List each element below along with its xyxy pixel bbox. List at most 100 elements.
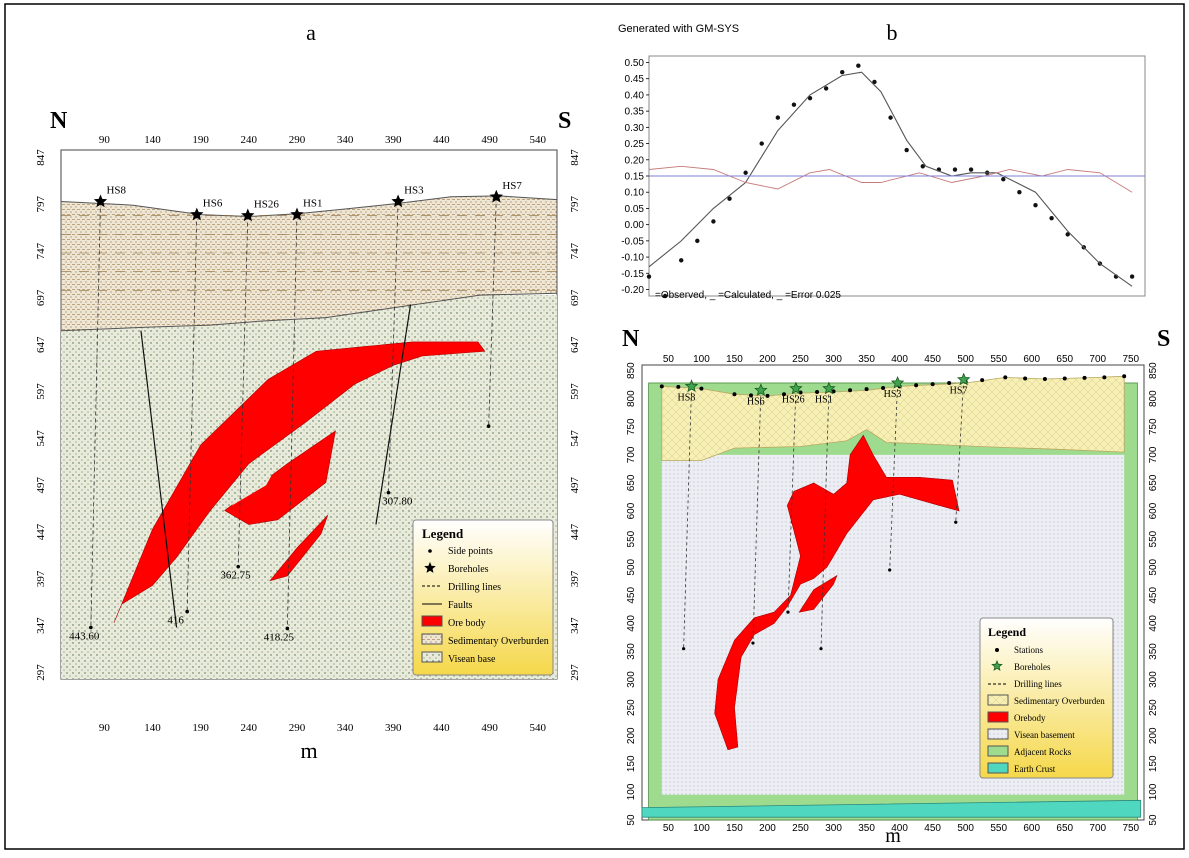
borehole-label-c: HS1 (815, 395, 833, 406)
observed-point (727, 196, 732, 201)
station-point (914, 383, 919, 388)
observed-point (1001, 177, 1006, 182)
y-tick-right-c: 450 (1148, 587, 1159, 604)
fault-line (375, 304, 412, 525)
legend-item-c: Drilling lines (988, 679, 1062, 689)
legend-title-c: Legend (988, 625, 1026, 639)
y-tick-right-c: 100 (1148, 783, 1159, 800)
borehole-star-c (684, 379, 699, 393)
svg-text:Drilling lines: Drilling lines (1014, 679, 1062, 689)
borehole-label-c: HS26 (782, 395, 805, 406)
orebody-c-small (798, 574, 838, 613)
side-point (285, 626, 290, 631)
sedimentary-overburden-c (661, 375, 1125, 461)
x-tick-top-c: 350 (858, 354, 875, 365)
y-tick-left-a: 697 (35, 289, 47, 306)
y-tick-right-c: 750 (1148, 418, 1159, 435)
y-tick-right-c: 400 (1148, 615, 1159, 632)
drilling-line-c (787, 388, 797, 613)
y-tick-left-a: 447 (35, 523, 47, 540)
observed-point (872, 79, 877, 85)
y-tick-right-c: 300 (1148, 671, 1159, 688)
drill-end-point (786, 610, 790, 614)
station-point (732, 392, 737, 397)
legend-a: Legend Side points Boreholes Drilling line… (412, 519, 554, 676)
y-tick-b: 0.30 (625, 123, 645, 134)
legend-item-c: Earth Crust (987, 762, 1056, 774)
x-axis-label-a: m (300, 738, 317, 763)
depth-label: 362.75 (220, 570, 251, 582)
x-tick-bottom-a: 140 (144, 722, 161, 734)
borehole-label: HS7 (502, 180, 522, 192)
x-tick-top-a: 340 (337, 134, 354, 146)
north-label-c: N (622, 326, 640, 352)
north-label-a: N (50, 108, 68, 134)
fault-line (140, 330, 178, 628)
y-tick-left-a: 847 (35, 149, 47, 166)
panel-label-b: b (887, 20, 898, 45)
observed-point (695, 238, 700, 244)
south-label-a: S (558, 108, 571, 134)
svg-text:Boreholes: Boreholes (448, 564, 489, 575)
station-point (848, 388, 853, 393)
legend-item-a: Faults (422, 600, 473, 611)
depth-label: 307.80 (382, 496, 413, 508)
legend-item-a: Boreholes (424, 561, 489, 575)
x-tick-top-a: 190 (192, 134, 209, 146)
borehole-label: HS3 (404, 184, 424, 196)
series-line-calculated (648, 71, 1133, 287)
y-tick-right-a: 347 (569, 617, 581, 634)
drilling-line (237, 215, 249, 567)
x-axis-label-c: m (885, 825, 901, 847)
earth-crust (641, 799, 1142, 818)
legend-item-a: Ore body (421, 615, 486, 629)
south-label-c: S (1157, 326, 1170, 352)
x-tick-bottom-a: 90 (99, 722, 111, 734)
station-point (1122, 374, 1127, 379)
legend-item-c: Stations (995, 645, 1044, 655)
borehole-star (391, 194, 405, 208)
observed-point (791, 102, 797, 107)
legend-item-a: Side points (428, 546, 493, 557)
y-tick-right-c: 850 (1148, 362, 1159, 379)
legend-item-c: Adjacent Rocks (987, 745, 1072, 757)
observed-point (743, 170, 748, 175)
y-tick-left-a: 397 (35, 570, 47, 587)
x-tick-top-c: 250 (792, 354, 809, 365)
x-tick-top-c: 150 (726, 354, 743, 365)
side-point (386, 490, 391, 495)
x-tick-top-a: 290 (289, 134, 306, 146)
y-tick-left-a: 597 (35, 383, 47, 400)
panel-a-cross-section: N S 90 90 140 140 190 190 240 240 290 290 340 340 39… (35, 108, 581, 763)
observed-point (711, 219, 716, 224)
drill-end-point (888, 568, 892, 572)
observed-point (1033, 202, 1038, 208)
y-tick-left-c: 400 (626, 615, 637, 632)
x-tick-bottom-c: 600 (1023, 823, 1040, 834)
borehole-star (93, 194, 108, 208)
station-point (815, 389, 820, 394)
observed-point (1129, 274, 1135, 279)
y-tick-left-a: 497 (35, 476, 47, 493)
drilling-line-c (683, 386, 692, 649)
y-tick-b: 0.05 (625, 204, 645, 215)
svg-text:Drilling lines: Drilling lines (448, 582, 501, 593)
station-point (1023, 376, 1028, 381)
x-tick-bottom-a: 240 (241, 722, 258, 734)
drilling-line (90, 201, 101, 628)
svg-text:Visean basement: Visean basement (1014, 730, 1075, 740)
drill-end-point (682, 647, 686, 651)
y-tick-right-c: 500 (1148, 558, 1159, 575)
borehole-label: HS26 (254, 199, 280, 211)
x-tick-bottom-c: 500 (957, 823, 974, 834)
y-tick-left-a: 797 (35, 196, 47, 213)
drill-end-point (751, 641, 755, 645)
svg-text:Faults: Faults (448, 600, 473, 611)
drilling-line (488, 196, 497, 427)
borehole-star-c (890, 375, 905, 389)
y-tick-right-c: 550 (1148, 530, 1159, 547)
station-point (1003, 375, 1008, 380)
legend-item-c: Boreholes (991, 659, 1051, 672)
borehole-label-c: HS6 (747, 396, 765, 407)
x-tick-bottom-c: 200 (759, 823, 776, 834)
